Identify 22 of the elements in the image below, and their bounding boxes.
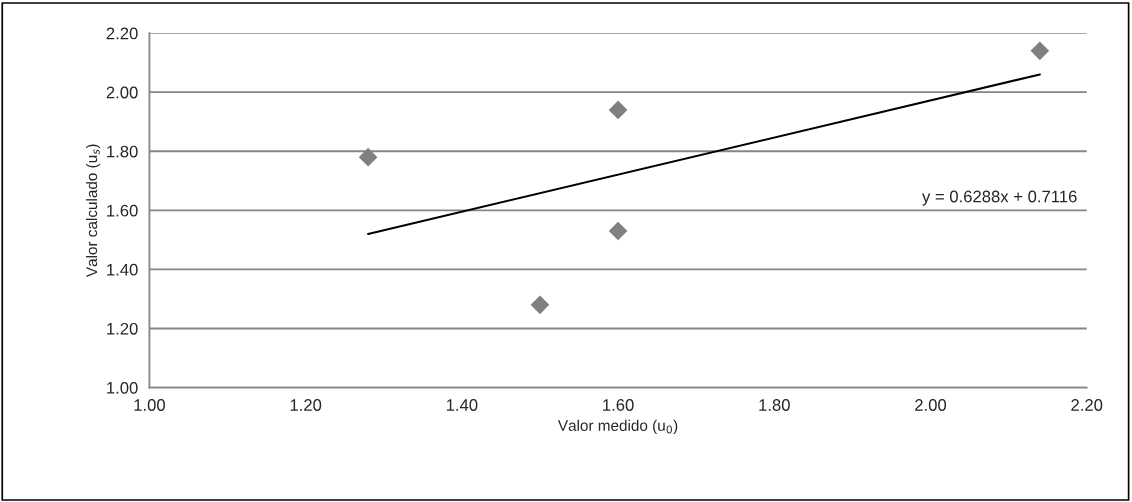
point	[608, 221, 628, 241]
y-tick-label: 1.40	[107, 263, 138, 276]
y-tick-label: 1.80	[107, 145, 138, 158]
x-tick-label: 2.20	[1071, 399, 1103, 411]
y-tick-label: 1.20	[107, 322, 138, 335]
point	[530, 295, 550, 315]
x-tick-label: 1.60	[603, 399, 634, 411]
x-tick-label: 1.20	[290, 399, 322, 411]
y-tick-label: 1.00	[107, 381, 138, 394]
point	[1030, 41, 1050, 61]
point	[358, 147, 378, 167]
y-tick-label: 1.60	[107, 204, 138, 217]
x-tick-label: 1.40	[446, 399, 478, 411]
y-axis-title: Valor calculado (u$_{s}$)	[85, 144, 101, 278]
point	[608, 100, 628, 120]
x-axis-title: Valor medido (u$_{0}$)	[557, 419, 678, 434]
x-tick-label: 1.00	[134, 399, 165, 411]
y-tick-label: 2.20	[106, 27, 138, 40]
x-tick-label: 1.80	[759, 399, 790, 411]
x-tick-label: 2.00	[915, 399, 947, 411]
annotation: y = 0.6288x + 0.7116	[922, 190, 1077, 206]
y-tick-label: 2.00	[106, 86, 138, 99]
